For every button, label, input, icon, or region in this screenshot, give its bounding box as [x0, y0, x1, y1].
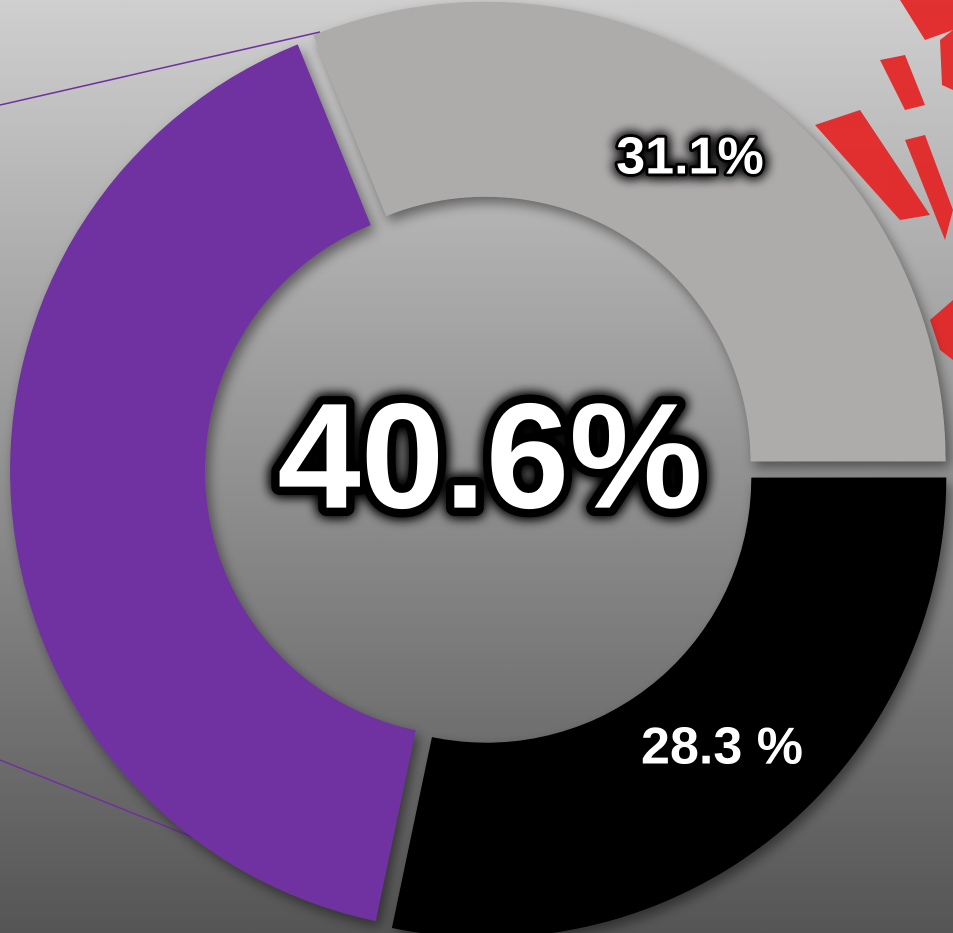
decoration: [815, 0, 953, 360]
slice: [313, 1, 946, 462]
slices: [10, 1, 947, 933]
value-label: 28.3 %: [641, 718, 803, 776]
decoration-line: [0, 31, 321, 106]
center-label: 40.6%: [277, 372, 702, 540]
slice: [10, 44, 416, 922]
slice: [391, 477, 947, 933]
value-label: 31.1%: [616, 128, 763, 186]
labels: 31.1% 28.3 % 40.6%: [269, 125, 806, 779]
